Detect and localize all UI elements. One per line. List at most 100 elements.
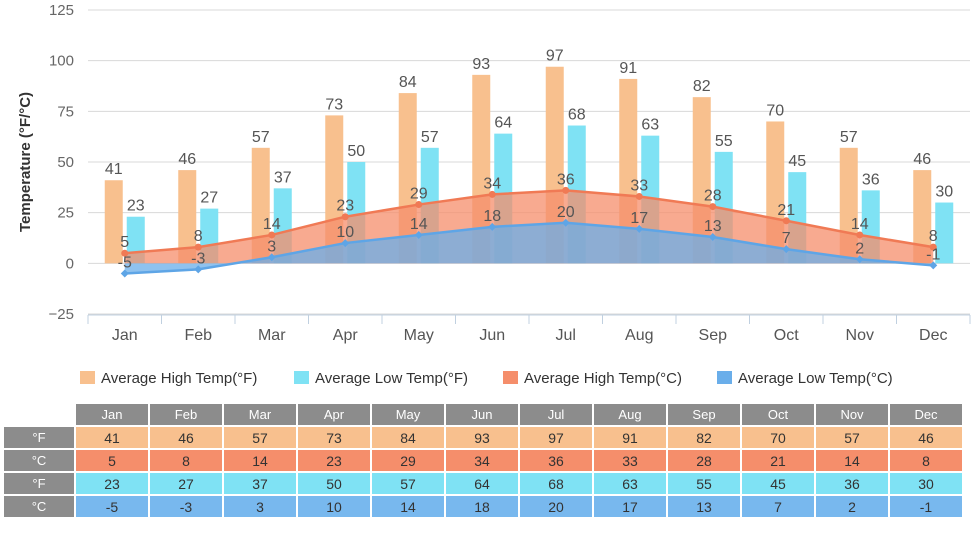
point-low-c: [855, 255, 864, 264]
line-low-c: [124, 221, 934, 275]
point-high-c: [341, 213, 349, 221]
data-label-low-c: 17: [630, 210, 648, 227]
table-cell: 46: [150, 427, 222, 448]
data-label-high-f: 57: [252, 129, 270, 146]
legend-item-low-c[interactable]: Average Low Temp(°C): [717, 370, 893, 388]
table-row-high-c: °C 5 8 14 23 29 34 36 33 28 21 14 8: [4, 450, 962, 471]
data-label-high-f: 46: [178, 151, 196, 168]
x-tick-label: Mar: [258, 327, 286, 344]
table-cell: 84: [372, 427, 444, 448]
x-tick-label: Jan: [112, 327, 138, 344]
table-cell: 23: [76, 473, 148, 494]
data-label-high-c: 8: [194, 228, 203, 245]
data-label-high-c: 14: [851, 216, 869, 233]
table-month-header: Jun: [446, 404, 518, 425]
table-unit-cell: °C: [4, 496, 74, 517]
bar-low-f: [935, 202, 954, 264]
temperature-table: Jan Feb Mar Apr May Jun Jul Aug Sep Oct …: [2, 402, 964, 519]
table-cell: 55: [668, 473, 740, 494]
table-cell: 14: [816, 450, 888, 471]
table-cell: 8: [890, 450, 962, 471]
table-cell: 17: [594, 496, 666, 517]
point-low-c: [708, 232, 717, 241]
table-unit-cell: °F: [4, 427, 74, 448]
data-label-low-f: 55: [715, 133, 733, 150]
table-cell: 10: [298, 496, 370, 517]
table-month-header: Nov: [816, 404, 888, 425]
data-label-high-c: 34: [483, 175, 501, 192]
legend-item-low-f[interactable]: Average Low Temp(°F): [294, 370, 468, 388]
legend-item-high-c[interactable]: Average High Temp(°C): [503, 370, 682, 388]
table-cell: 36: [520, 450, 592, 471]
point-high-c: [782, 217, 790, 225]
table-row-low-f: °F 23 27 37 50 57 64 68 63 55 45 36 30: [4, 473, 962, 494]
table-cell: 41: [76, 427, 148, 448]
table-cell: -1: [890, 496, 962, 517]
table-cell: -5: [76, 496, 148, 517]
legend-swatch-low-f: [294, 371, 309, 384]
point-high-c: [635, 192, 643, 200]
table-cell: -3: [150, 496, 222, 517]
table-cell: 20: [520, 496, 592, 517]
y-tick-label: 25: [57, 205, 74, 222]
data-label-high-f: 41: [105, 161, 123, 178]
table-cell: 97: [520, 427, 592, 448]
legend-label-low-f: Average Low Temp(°F): [315, 370, 469, 387]
data-label-low-f: 36: [862, 171, 880, 188]
table-cell: 57: [816, 427, 888, 448]
point-high-c: [268, 231, 276, 239]
table-cell: 27: [150, 473, 222, 494]
table-cell: 57: [372, 473, 444, 494]
legend-item-high-f[interactable]: Average High Temp(°F): [80, 370, 257, 388]
data-label-high-f: 93: [472, 56, 490, 73]
data-label-high-c: 29: [410, 186, 428, 203]
table-cell: 36: [816, 473, 888, 494]
bar-high-f: [913, 170, 932, 264]
data-label-high-f: 91: [619, 60, 637, 77]
table-cell: 3: [224, 496, 296, 517]
x-tick-label: Nov: [846, 327, 874, 344]
point-low-c: [929, 261, 938, 270]
bar-high-f: [178, 170, 197, 264]
point-low-c: [782, 245, 791, 254]
y-axis-title: Temperature (°F/°C): [17, 92, 34, 232]
table-cell: 70: [742, 427, 814, 448]
legend-swatch-high-c: [503, 371, 518, 384]
table-header-row: Jan Feb Mar Apr May Jun Jul Aug Sep Oct …: [4, 404, 962, 425]
point-high-c: [121, 249, 129, 257]
x-tick-label: Oct: [774, 327, 799, 344]
y-tick-label: 100: [49, 53, 74, 70]
data-label-high-c: 21: [777, 202, 795, 219]
data-label-high-c: 36: [557, 171, 575, 188]
data-label-high-c: 5: [120, 234, 129, 251]
table-unit-cell: °F: [4, 473, 74, 494]
table-month-header: Sep: [668, 404, 740, 425]
data-label-low-f: 45: [788, 153, 806, 170]
x-tick-label: Jul: [556, 327, 576, 344]
table-cell: 64: [446, 473, 518, 494]
legend-label-low-c: Average Low Temp(°C): [738, 370, 893, 387]
data-label-low-c: 3: [267, 238, 276, 255]
table-cell: 2: [816, 496, 888, 517]
legend-swatch-high-f: [80, 371, 95, 384]
point-high-c: [562, 186, 570, 194]
point-high-c: [856, 231, 864, 239]
table-row-low-c: °C -5 -3 3 10 14 18 20 17 13 7 2 -1: [4, 496, 962, 517]
x-tick-label: Aug: [625, 327, 653, 344]
data-label-high-f: 70: [766, 102, 784, 119]
table-cell: 63: [594, 473, 666, 494]
data-label-high-f: 97: [546, 48, 564, 65]
table-month-header: Mar: [224, 404, 296, 425]
data-label-high-f: 84: [399, 74, 417, 91]
data-label-high-f: 82: [693, 78, 711, 95]
data-label-low-c: -3: [191, 250, 205, 267]
table-cell: 91: [594, 427, 666, 448]
data-label-high-f: 73: [325, 96, 343, 113]
data-label-low-f: 23: [127, 198, 145, 215]
table-cell: 33: [594, 450, 666, 471]
data-label-high-c: 28: [704, 188, 722, 205]
point-high-c: [929, 243, 937, 251]
point-low-c: [635, 224, 644, 233]
table-cell: 23: [298, 450, 370, 471]
table-cell: 8: [150, 450, 222, 471]
